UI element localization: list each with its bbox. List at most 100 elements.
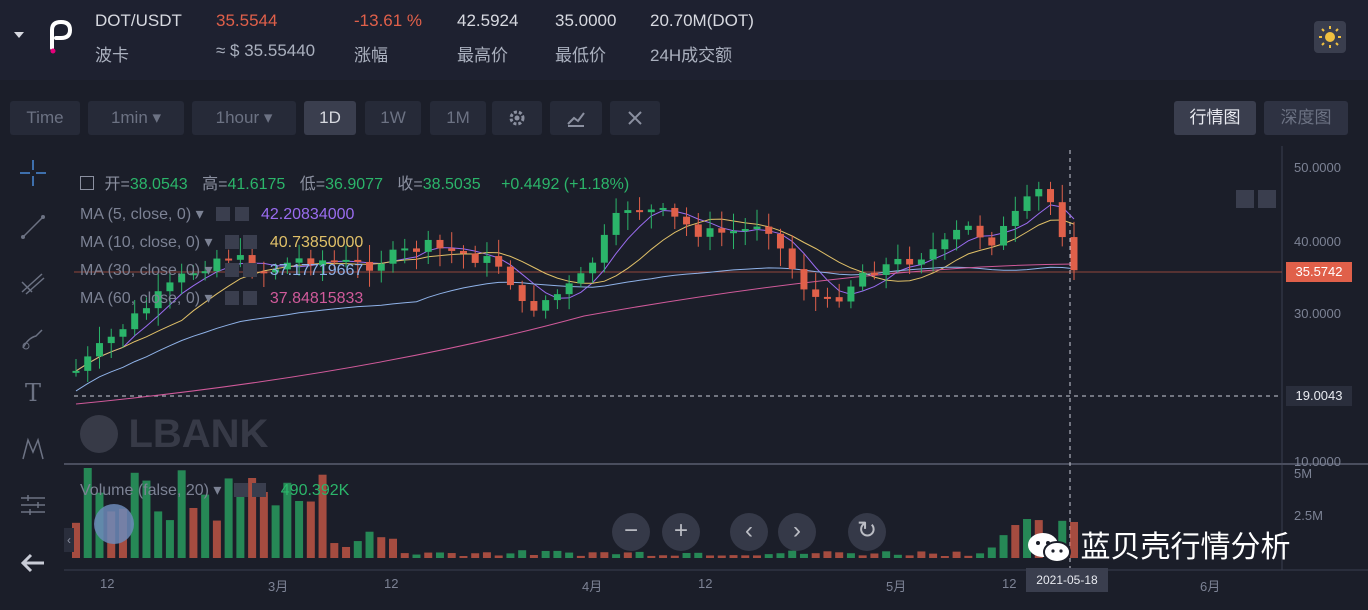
scroll-left-button[interactable]: ‹ [730,513,768,551]
low-label-legend: 低= [299,176,326,193]
volume-bar [201,494,210,558]
collapse-legend-icon[interactable] [80,176,94,190]
volume-bar [518,550,527,558]
volume-bar [424,552,433,558]
volume-bar [741,555,750,558]
candle-body [671,207,679,217]
candle-body [706,228,714,237]
candle-body [201,271,209,274]
candle-body [542,300,550,311]
chart-canvas[interactable] [64,146,1368,610]
view-depth-tab[interactable]: 深度图 [1264,101,1348,135]
candle-body [847,286,855,302]
interval-1d-button[interactable]: 1D [304,101,356,135]
candle-body [636,210,644,213]
volume-bar [482,552,491,558]
ma10-value: 40.73850000 [269,234,364,251]
lbank-logo-icon [80,415,118,453]
wechat-logo-icon [1026,531,1072,565]
volume-bar [447,553,456,558]
volume-bar [882,551,891,558]
candle-body [377,263,385,271]
candle-body [483,256,491,263]
candle-body [941,239,949,250]
volume-bar [259,492,268,558]
fib-tool-icon[interactable] [18,268,48,298]
pattern-tool-icon[interactable] [18,434,48,464]
zoom-in-button[interactable]: + [662,513,700,551]
ma10-settings-icon[interactable] [224,235,239,249]
volume-bar [212,520,221,558]
candle-body [553,294,561,301]
volume-value: 490.392K [280,482,350,499]
ma10-close-icon[interactable] [243,235,258,249]
low-label: 最低价 [555,46,606,65]
lbank-watermark: LBANK [80,412,268,457]
brush-icon[interactable] [18,324,48,354]
candle-body [283,262,291,270]
volume-bar [389,538,398,558]
collapse-dropdown-icon[interactable] [14,32,24,38]
volume-bar [752,555,761,558]
crosshair-icon[interactable] [18,158,48,188]
scroll-right-button[interactable]: › [778,513,816,551]
high-label: 最高价 [457,46,508,65]
time-button[interactable]: Time [10,101,80,135]
ticker-header: DOT/USDT 波卡 35.5544 ≈ $ 35.55440 -13.61 … [0,0,1368,80]
candle-body [1070,237,1078,271]
ma5-settings-icon[interactable] [216,207,231,221]
ma5-close-icon[interactable] [234,207,249,221]
volume-bar [283,482,292,558]
usd-price: ≈ $ 35.55440 [216,41,316,60]
trend-line-icon[interactable] [18,212,48,242]
reset-chart-button[interactable]: ↻ [848,513,886,551]
volume-24h-label: 24H成交额 [650,46,733,65]
interval-hour-select[interactable]: 1hour ▾ [192,101,296,135]
volume-bar [248,478,257,558]
indicators-chart-icon[interactable] [550,101,602,135]
interval-1m-button[interactable]: 1M [430,101,486,135]
volume-bar [600,552,609,558]
volume-bar [1070,521,1078,558]
volume-24h: 20.70M(DOT) [650,11,754,30]
zoom-out-button[interactable]: − [612,513,650,551]
volume-bar [870,553,879,558]
candle-body [154,291,162,309]
scroll-down-icon[interactable] [1236,190,1254,208]
kline-chart[interactable]: 开=38.0543 高=41.6175 低=36.9077 收=38.5035 … [64,146,1368,610]
ma60-settings-icon[interactable] [224,291,239,305]
candle-body [906,258,914,265]
interval-min-select[interactable]: 1min ▾ [88,101,184,135]
candle-body [436,239,444,249]
measure-tool-icon[interactable] [18,490,48,520]
x-axis-label: 12 [100,576,115,591]
volume-bar [412,554,421,558]
settings-gear-icon[interactable] [492,101,542,135]
candle-body [84,356,92,371]
ma30-settings-icon[interactable] [224,263,239,277]
volume-bar [130,472,139,558]
volume-legend: Volume (false, 20) ▾ 490.392K [80,482,350,499]
change-pct: -13.61 % [354,11,423,30]
volume-axis-2-5m: 2.5M [1294,508,1323,523]
volume-settings-icon[interactable] [233,483,248,497]
view-kline-tab[interactable]: 行情图 [1174,101,1256,135]
volume-bar [83,468,92,558]
watermark-text: LBANK [128,412,269,456]
interval-1w-button[interactable]: 1W [365,101,421,135]
ma60-close-icon[interactable] [243,291,258,305]
high-value-legend: 41.6175 [227,176,286,193]
ma60-value: 37.84815833 [269,290,364,307]
theme-toggle-sun-icon[interactable] [1314,21,1346,53]
volume-bar [471,553,480,558]
text-tool-icon[interactable]: T [24,379,41,407]
ma30-close-icon[interactable] [243,263,258,277]
fullscreen-expand-icon[interactable] [610,101,660,135]
back-arrow-icon[interactable] [18,548,48,578]
candle-body [518,285,526,302]
volume-close-icon[interactable] [252,483,267,497]
scroll-up-icon[interactable] [1258,190,1276,208]
current-price-tag: 35.5742 [1286,262,1352,282]
volume-bar [682,553,691,558]
collapse-panel-button[interactable]: ‹ [64,528,74,552]
